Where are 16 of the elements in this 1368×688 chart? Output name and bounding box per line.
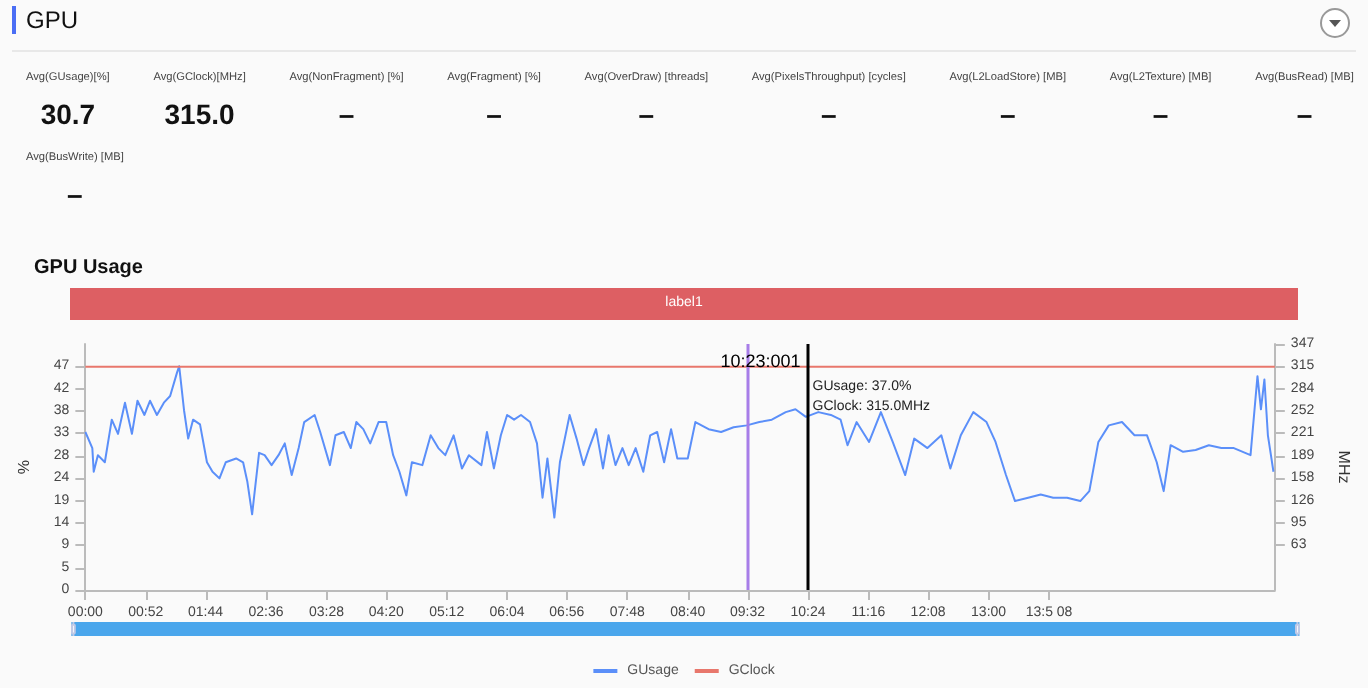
text: GPU	[12, 6, 79, 34]
y2-axis-title: MHz	[1335, 450, 1353, 484]
text: –	[484, 98, 504, 130]
text: –	[997, 98, 1018, 130]
text: –	[65, 178, 85, 210]
chart-title: GPU Usage	[34, 257, 144, 279]
line-series	[84, 365, 1275, 519]
text: 315.0	[162, 98, 237, 130]
text: –	[1150, 98, 1171, 130]
text: –	[818, 98, 839, 130]
text: –	[636, 98, 657, 130]
text: –	[336, 98, 357, 130]
text: 30.7	[38, 98, 98, 130]
ref-line-label: 10:23:001	[720, 351, 801, 371]
text: –	[1294, 98, 1315, 130]
y-axis-title: %	[15, 459, 33, 475]
